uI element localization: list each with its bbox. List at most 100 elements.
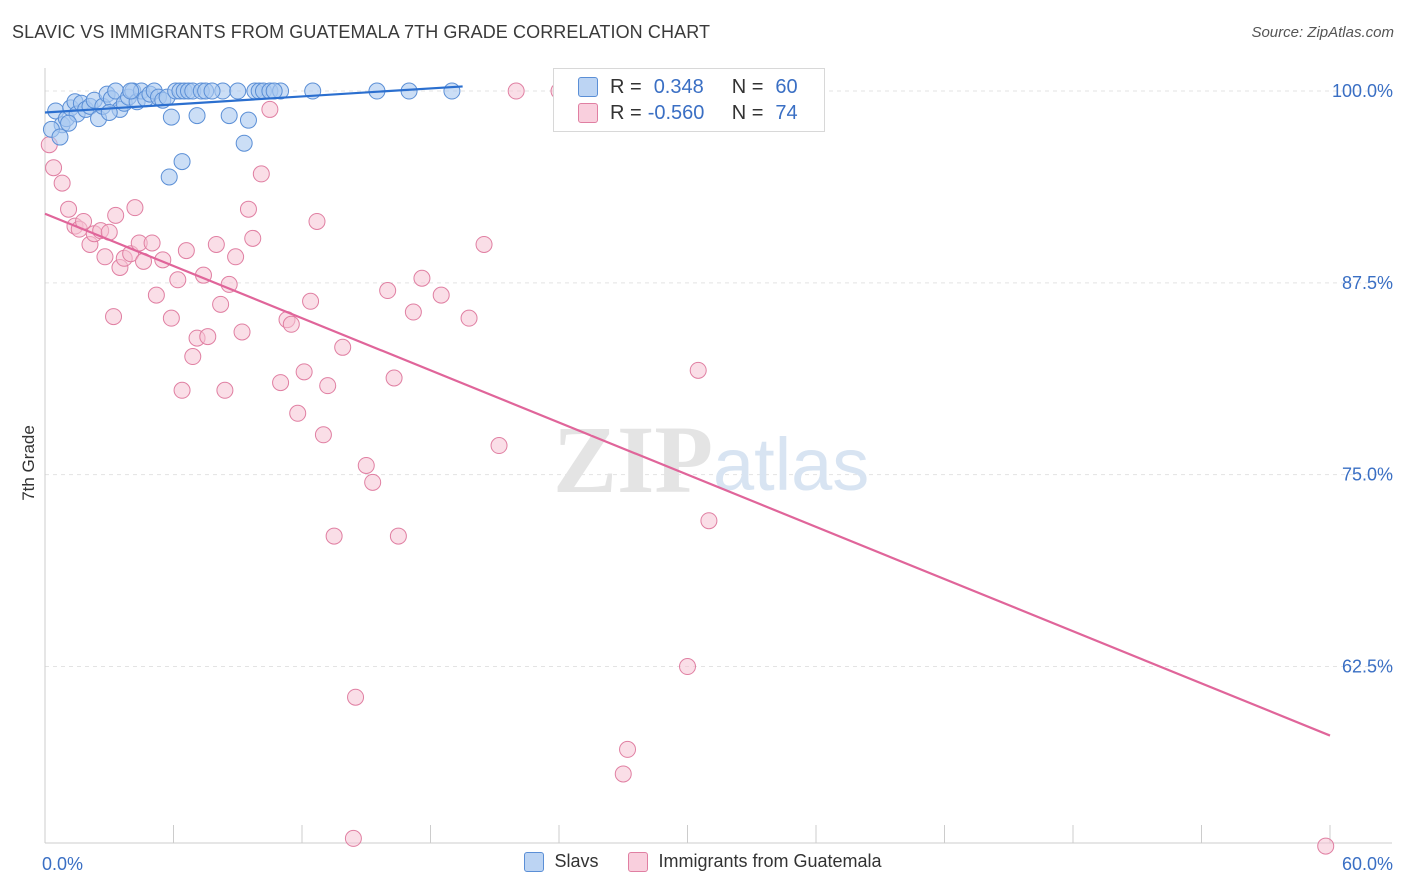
guatemala-legend-label: Immigrants from Guatemala [658, 851, 882, 871]
slavs-legend-swatch [524, 851, 545, 872]
slavs-trend-line [44, 85, 463, 114]
guatemala-point [60, 200, 78, 218]
guatemala-point [1317, 837, 1335, 855]
guatemala-point [295, 363, 313, 381]
legend-r-label: R = [610, 75, 642, 98]
y-tick-label: 75.0% [1342, 465, 1393, 485]
guatemala-point [169, 271, 187, 289]
guatemala-point [244, 229, 262, 247]
guatemala-swatch [578, 103, 598, 123]
guatemala-point [252, 165, 270, 183]
guatemala-point [282, 315, 300, 333]
y-tick-label: 100.0% [1332, 81, 1393, 101]
legend-n-label: N = [731, 101, 764, 124]
chart-title: SLAVIC VS IMMIGRANTS FROM GUATEMALA 7TH … [12, 22, 711, 42]
guatemala-point [357, 456, 375, 474]
x-tick-label: 60.0% [1342, 854, 1393, 874]
legend-r-value: -0.560 [647, 101, 705, 124]
slavs-legend-label: Slavs [554, 851, 599, 871]
legend-item-slavs: Slavs [524, 851, 598, 872]
guatemala-point [272, 374, 290, 392]
guatemala-point [334, 338, 352, 356]
guatemala-point [432, 286, 450, 304]
guatemala-point [679, 658, 696, 676]
x-tick-label: 0.0% [42, 854, 83, 874]
guatemala-point [413, 269, 431, 287]
guatemala-point [261, 100, 279, 118]
slavs-point [203, 82, 221, 100]
guatemala-point [143, 234, 161, 252]
guatemala-point [162, 309, 180, 327]
slavs-point [443, 82, 461, 100]
guatemala-point [490, 437, 508, 455]
slavs-point [235, 134, 253, 152]
legend-r-label: R = [610, 101, 642, 124]
legend-n-label: N = [731, 75, 764, 98]
guatemala-point [700, 512, 718, 530]
guatemala-trend-line [44, 212, 1331, 737]
guatemala-point [227, 248, 245, 266]
slavs-point [51, 128, 69, 146]
slavs-point [188, 107, 206, 125]
guatemala-point [302, 292, 320, 310]
guatemala-point [105, 308, 123, 326]
guatemala-point [126, 199, 144, 217]
guatemala-point [364, 473, 382, 491]
guatemala-legend-swatch [628, 851, 649, 872]
guatemala-point [289, 404, 307, 422]
guatemala-point [216, 381, 234, 399]
y-axis-label: 7th Grade [19, 425, 38, 501]
guatemala-point [184, 348, 202, 366]
stats-legend: R = 0.348 N = 60 R = -0.560 N = 74 [553, 68, 825, 132]
guatemala-point [614, 765, 632, 783]
guatemala-point [107, 206, 125, 224]
guatemala-point [308, 212, 326, 230]
guatemala-point [233, 323, 251, 341]
series-legend: Slavs Immigrants from Guatemala [0, 851, 1406, 872]
axes [44, 68, 1392, 844]
guatemala-point [385, 369, 403, 387]
y-tick-label: 62.5% [1342, 657, 1393, 677]
legend-r-value: 0.348 [653, 75, 704, 98]
guatemala-point [319, 377, 337, 395]
slavs-point [239, 111, 257, 129]
guatemala-point [45, 159, 63, 177]
guatemala-point [314, 426, 332, 444]
guatemala-point [404, 303, 422, 321]
guatemala-point [507, 82, 525, 100]
slavs-point [229, 82, 247, 100]
guatemala-point [347, 688, 365, 706]
slavs-point [162, 108, 180, 126]
legend-n-value: 60 [775, 75, 798, 98]
guatemala-point [389, 527, 407, 545]
slavs-point [122, 82, 140, 100]
slavs-point [160, 168, 178, 186]
trend-lines [44, 85, 1331, 737]
legend-row-guatemala: R = -0.560 N = 74 [578, 101, 798, 125]
guatemala-point [147, 286, 165, 304]
chart-source: Source: ZipAtlas.com [1251, 24, 1394, 41]
guatemala-point [475, 235, 493, 253]
guatemala-point [619, 740, 637, 758]
slavs-swatch [578, 77, 598, 97]
guatemala-point [460, 309, 478, 327]
guatemala-point [199, 328, 217, 346]
guatemala-point [173, 381, 191, 399]
tick-labels: 100.0% 87.5% 75.0% 62.5% 0.0% 60.0% [42, 81, 1393, 874]
grid-lines [45, 90, 1392, 668]
guatemala-point [177, 242, 195, 260]
guatemala-point [239, 200, 257, 218]
slavs-point [100, 104, 118, 122]
watermark: ZIP atlas [553, 406, 869, 513]
legend-item-guatemala: Immigrants from Guatemala [628, 851, 882, 872]
guatemala-point [96, 248, 114, 266]
watermark-atlas: atlas [713, 423, 869, 506]
guatemala-points [40, 82, 1335, 855]
guatemala-point [344, 829, 362, 847]
slavs-point [265, 82, 283, 100]
guatemala-point [53, 174, 71, 192]
legend-row-slavs: R = 0.348 N = 60 [578, 75, 798, 99]
guatemala-point [379, 282, 397, 300]
guatemala-point [212, 295, 230, 313]
